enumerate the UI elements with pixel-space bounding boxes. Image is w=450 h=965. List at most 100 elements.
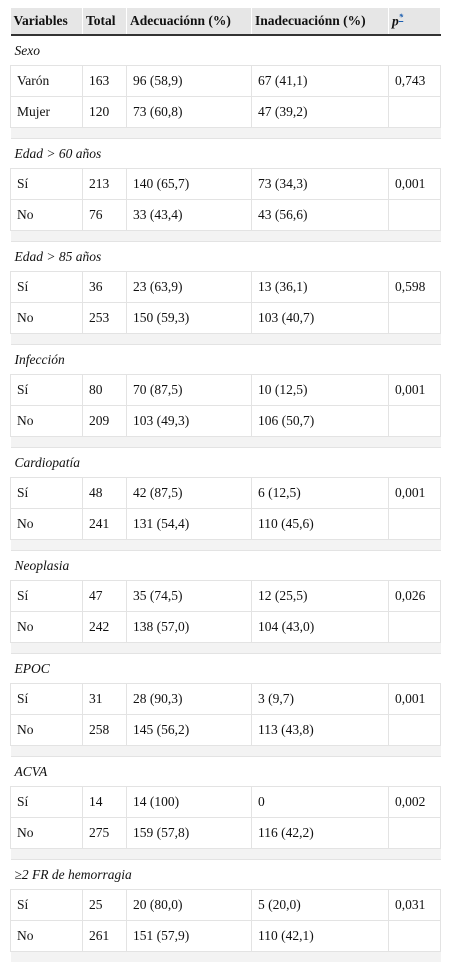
- data-row: No 253 150 (59,3) 103 (40,7): [10, 302, 441, 334]
- spacer: [10, 127, 441, 139]
- group-title: Edad > 60 años: [10, 138, 441, 169]
- cell: 96 (58,9): [126, 65, 252, 97]
- group-title: EPOC: [10, 653, 441, 684]
- group-title: Neoplasia: [10, 550, 441, 581]
- cell: 0,598: [388, 271, 441, 303]
- cell: 113 (43,8): [251, 714, 389, 746]
- cell: Sí: [10, 580, 83, 612]
- cell: 76: [82, 199, 127, 231]
- cell: 0,001: [388, 168, 441, 200]
- spacer: [10, 436, 441, 448]
- data-row: Sí 80 70 (87,5) 10 (12,5) 0,001: [10, 374, 441, 406]
- data-row: Sí 14 14 (100) 0 0,002: [10, 786, 441, 818]
- cell: No: [10, 920, 83, 952]
- cell: 120: [82, 96, 127, 128]
- group-title: Edad > 85 años: [10, 241, 441, 272]
- spacer: [10, 745, 441, 757]
- group-row: Neoplasia: [10, 550, 441, 581]
- cell: [388, 920, 441, 952]
- cell: [388, 817, 441, 849]
- cell: 73 (60,8): [126, 96, 252, 128]
- cell: 150 (59,3): [126, 302, 252, 334]
- cell: 0,001: [388, 374, 441, 406]
- data-row: No 241 131 (54,4) 110 (45,6): [10, 508, 441, 540]
- table-header: Variables Total Adecuaciónn (%) Inadecua…: [10, 8, 441, 36]
- cell: 33 (43,4): [126, 199, 252, 231]
- cell: 0,026: [388, 580, 441, 612]
- cell: 159 (57,8): [126, 817, 252, 849]
- cell: Sí: [10, 168, 83, 200]
- group-title: Cardiopatía: [10, 447, 441, 478]
- cell: [388, 611, 441, 643]
- cell: [388, 508, 441, 540]
- column-header: Adecuaciónn (%): [126, 8, 252, 36]
- cell: 131 (54,4): [126, 508, 252, 540]
- spacer-row: [10, 642, 441, 654]
- cell: 48: [82, 477, 127, 509]
- data-row: Sí 31 28 (90,3) 3 (9,7) 0,001: [10, 683, 441, 715]
- column-header: Inadecuaciónn (%): [251, 8, 389, 36]
- data-row: No 209 103 (49,3) 106 (50,7): [10, 405, 441, 437]
- cell: 70 (87,5): [126, 374, 252, 406]
- group-title: Sexo: [10, 34, 441, 66]
- cell: 275: [82, 817, 127, 849]
- p-label: p: [392, 13, 399, 29]
- cell: 138 (57,0): [126, 611, 252, 643]
- cell: 116 (42,2): [251, 817, 389, 849]
- footnote-link[interactable]: *: [398, 12, 404, 23]
- spacer-row: [10, 436, 441, 448]
- cell: Sí: [10, 271, 83, 303]
- group-row: Edad > 85 años: [10, 241, 441, 272]
- cell: 20 (80,0): [126, 889, 252, 921]
- column-header: Total: [82, 8, 127, 36]
- spacer-row: [10, 848, 441, 860]
- cell: 253: [82, 302, 127, 334]
- cell: 151 (57,9): [126, 920, 252, 952]
- cell: No: [10, 611, 83, 643]
- group-row: ≥2 FR de hemorragia: [10, 859, 441, 890]
- cell: 80: [82, 374, 127, 406]
- cell: Mujer: [10, 96, 83, 128]
- cell: Sí: [10, 786, 83, 818]
- cell: [388, 714, 441, 746]
- data-row: Sí 48 42 (87,5) 6 (12,5) 0,001: [10, 477, 441, 509]
- cell: 261: [82, 920, 127, 952]
- data-row: Varón 163 96 (58,9) 67 (41,1) 0,743: [10, 65, 441, 97]
- cell: No: [10, 302, 83, 334]
- data-table: Variables Total Adecuaciónn (%) Inadecua…: [10, 8, 441, 962]
- cell: Varón: [10, 65, 83, 97]
- cell: 106 (50,7): [251, 405, 389, 437]
- cell: Sí: [10, 889, 83, 921]
- cell: No: [10, 508, 83, 540]
- cell: [388, 96, 441, 128]
- cell: 140 (65,7): [126, 168, 252, 200]
- data-row: Sí 25 20 (80,0) 5 (20,0) 0,031: [10, 889, 441, 921]
- cell: No: [10, 817, 83, 849]
- cell: 0,031: [388, 889, 441, 921]
- cell: 12 (25,5): [251, 580, 389, 612]
- cell: 25: [82, 889, 127, 921]
- cell: Sí: [10, 374, 83, 406]
- group-title: Infección: [10, 344, 441, 375]
- cell: 28 (90,3): [126, 683, 252, 715]
- data-row: Sí 47 35 (74,5) 12 (25,5) 0,026: [10, 580, 441, 612]
- cell: 3 (9,7): [251, 683, 389, 715]
- cell: 103 (49,3): [126, 405, 252, 437]
- group-title: ≥2 FR de hemorragia: [10, 859, 441, 890]
- cell: 103 (40,7): [251, 302, 389, 334]
- group-row: Sexo: [10, 34, 441, 66]
- spacer: [10, 642, 441, 654]
- cell: 31: [82, 683, 127, 715]
- cell: No: [10, 405, 83, 437]
- cell: 145 (56,2): [126, 714, 252, 746]
- group-row: Cardiopatía: [10, 447, 441, 478]
- cell: 241: [82, 508, 127, 540]
- spacer: [10, 333, 441, 345]
- cell: 14 (100): [126, 786, 252, 818]
- cell: No: [10, 199, 83, 231]
- group-row: Edad > 60 años: [10, 138, 441, 169]
- cell: Sí: [10, 683, 83, 715]
- data-row: Mujer 120 73 (60,8) 47 (39,2): [10, 96, 441, 128]
- cell: 213: [82, 168, 127, 200]
- cell: 14: [82, 786, 127, 818]
